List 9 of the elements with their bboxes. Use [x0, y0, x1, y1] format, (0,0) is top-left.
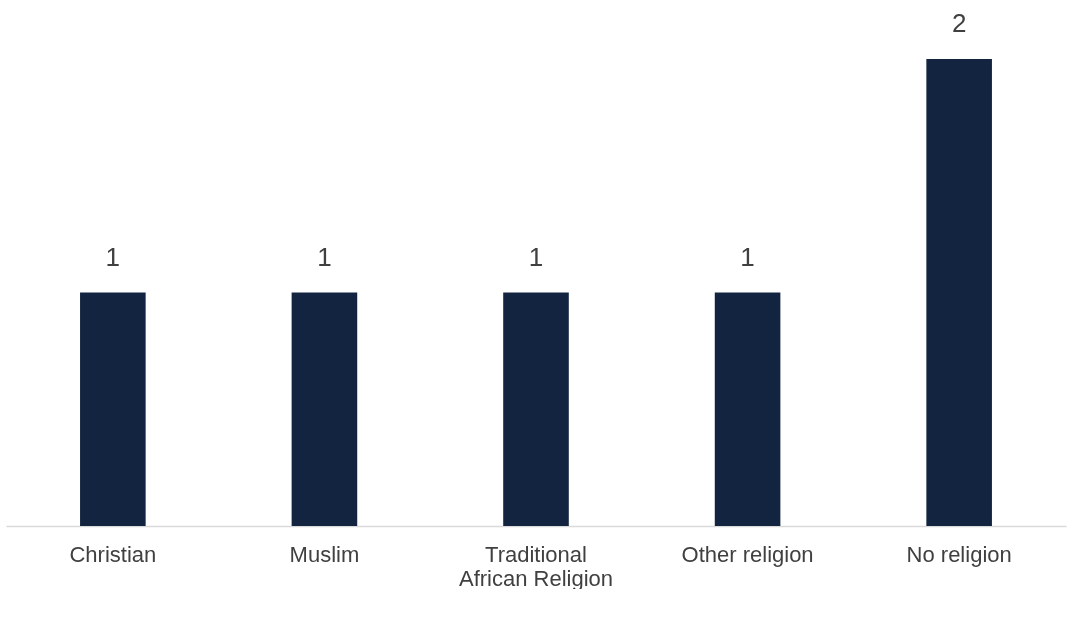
x-tick-label: Muslim: [289, 541, 360, 567]
data-label: 1: [740, 241, 755, 272]
x-tick-label: Other religion: [681, 541, 814, 567]
x-tick-label: No religion: [906, 541, 1012, 567]
data-label: 1: [528, 241, 544, 272]
data-label: 2: [951, 8, 967, 38]
data-label: 1: [105, 241, 121, 272]
data-label: 1: [317, 241, 332, 272]
x-tick-label: Christian: [69, 541, 157, 567]
